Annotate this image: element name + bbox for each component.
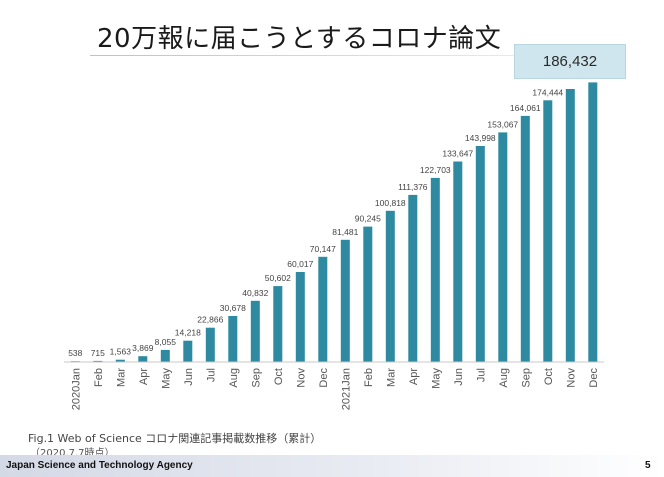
data-label-13: 90,245 bbox=[355, 214, 381, 224]
x-tick-22: Nov bbox=[565, 368, 577, 388]
bar-19 bbox=[498, 132, 508, 362]
x-tick-1: Feb bbox=[93, 368, 105, 387]
data-label-4: 8,055 bbox=[155, 337, 177, 347]
data-label-6: 22,866 bbox=[197, 315, 223, 325]
data-label-11: 70,147 bbox=[310, 244, 336, 254]
data-label-0: 538 bbox=[68, 348, 82, 358]
x-tick-8: Sep bbox=[250, 368, 262, 388]
bar-9 bbox=[273, 286, 283, 362]
x-tick-20: Sep bbox=[520, 368, 532, 388]
data-label-20: 164,061 bbox=[510, 103, 541, 113]
x-tick-4: May bbox=[160, 368, 172, 389]
bar-3 bbox=[138, 356, 148, 362]
figure-caption: Fig.1 Web of Science コロナ関連記事掲載数推移（累計） bbox=[28, 432, 322, 445]
bar-15 bbox=[408, 194, 418, 362]
page-number: 5 bbox=[645, 460, 651, 471]
bar-4 bbox=[160, 349, 170, 362]
data-label-18: 143,998 bbox=[465, 133, 496, 143]
data-label-15: 111,376 bbox=[398, 182, 428, 192]
data-label-1: 715 bbox=[91, 348, 105, 358]
bar-18 bbox=[475, 146, 485, 362]
x-tick-18: Jul bbox=[475, 368, 487, 382]
bar-11 bbox=[318, 256, 328, 362]
bar-23 bbox=[588, 82, 598, 363]
bar-5 bbox=[183, 340, 193, 362]
bar-7 bbox=[228, 316, 238, 362]
figure-caption-date: （2020.7.7時点） bbox=[30, 448, 115, 459]
bar-22 bbox=[565, 89, 575, 362]
x-tick-11: Dec bbox=[318, 368, 330, 388]
bar-12 bbox=[340, 239, 350, 362]
x-tick-6: Jul bbox=[205, 368, 217, 382]
bars-group bbox=[70, 82, 598, 363]
x-tick-19: Aug bbox=[498, 368, 510, 388]
x-tick-21: Oct bbox=[543, 368, 555, 385]
bar-20 bbox=[520, 115, 530, 363]
data-label-12: 81,481 bbox=[332, 227, 358, 237]
data-label-10: 60,017 bbox=[287, 259, 313, 269]
x-tick-0: 2020Jan bbox=[70, 368, 82, 410]
bar-6 bbox=[205, 327, 215, 362]
bar-8 bbox=[250, 300, 260, 362]
data-label-8: 40,832 bbox=[242, 288, 268, 298]
data-label-9: 50,602 bbox=[265, 273, 291, 283]
footer-bar bbox=[0, 455, 664, 477]
x-tick-13: Feb bbox=[363, 368, 375, 387]
bar-14 bbox=[385, 210, 395, 362]
bar-2 bbox=[115, 359, 125, 362]
data-label-17: 133,647 bbox=[442, 149, 473, 159]
bar-13 bbox=[363, 226, 373, 362]
data-label-21: 174,444 bbox=[532, 87, 563, 97]
bar-21 bbox=[543, 100, 553, 363]
x-tick-10: Nov bbox=[295, 368, 307, 388]
x-tick-12: 2021Jan bbox=[340, 368, 352, 410]
title-underline bbox=[90, 55, 515, 56]
data-label-19: 153,067 bbox=[487, 119, 518, 129]
bar-10 bbox=[295, 272, 305, 362]
data-label-14: 100,818 bbox=[375, 198, 406, 208]
x-tick-14: Mar bbox=[385, 368, 397, 387]
x-tick-7: Aug bbox=[228, 368, 240, 388]
x-tick-5: Jun bbox=[183, 368, 195, 386]
x-tick-9: Oct bbox=[273, 368, 285, 385]
bar-1 bbox=[93, 360, 103, 362]
footer-organization: Japan Science and Technology Agency bbox=[6, 460, 193, 471]
x-tick-2: Mar bbox=[115, 368, 127, 387]
x-tick-15: Apr bbox=[408, 368, 420, 385]
data-label-7: 30,678 bbox=[220, 303, 246, 313]
data-label-16: 122,703 bbox=[420, 165, 451, 175]
bar-17 bbox=[453, 161, 463, 362]
x-tick-16: May bbox=[430, 368, 442, 389]
slide-title: 20万報に届こうとするコロナ論文 bbox=[97, 24, 502, 54]
data-label-5: 14,218 bbox=[175, 328, 201, 338]
x-tick-23: Dec bbox=[588, 368, 600, 388]
x-tick-labels-group: 2020Jan Feb Mar Apr May Jun Jul Aug Sep Oct Nov Dec… bbox=[70, 368, 600, 411]
data-label-3: 3,869 bbox=[132, 343, 154, 353]
x-tick-17: Jun bbox=[453, 368, 465, 386]
bar-16 bbox=[430, 177, 440, 362]
total-callout-box: 186,432 bbox=[514, 44, 626, 79]
x-tick-3: Apr bbox=[138, 368, 150, 385]
data-label-2: 1,563 bbox=[110, 347, 132, 357]
